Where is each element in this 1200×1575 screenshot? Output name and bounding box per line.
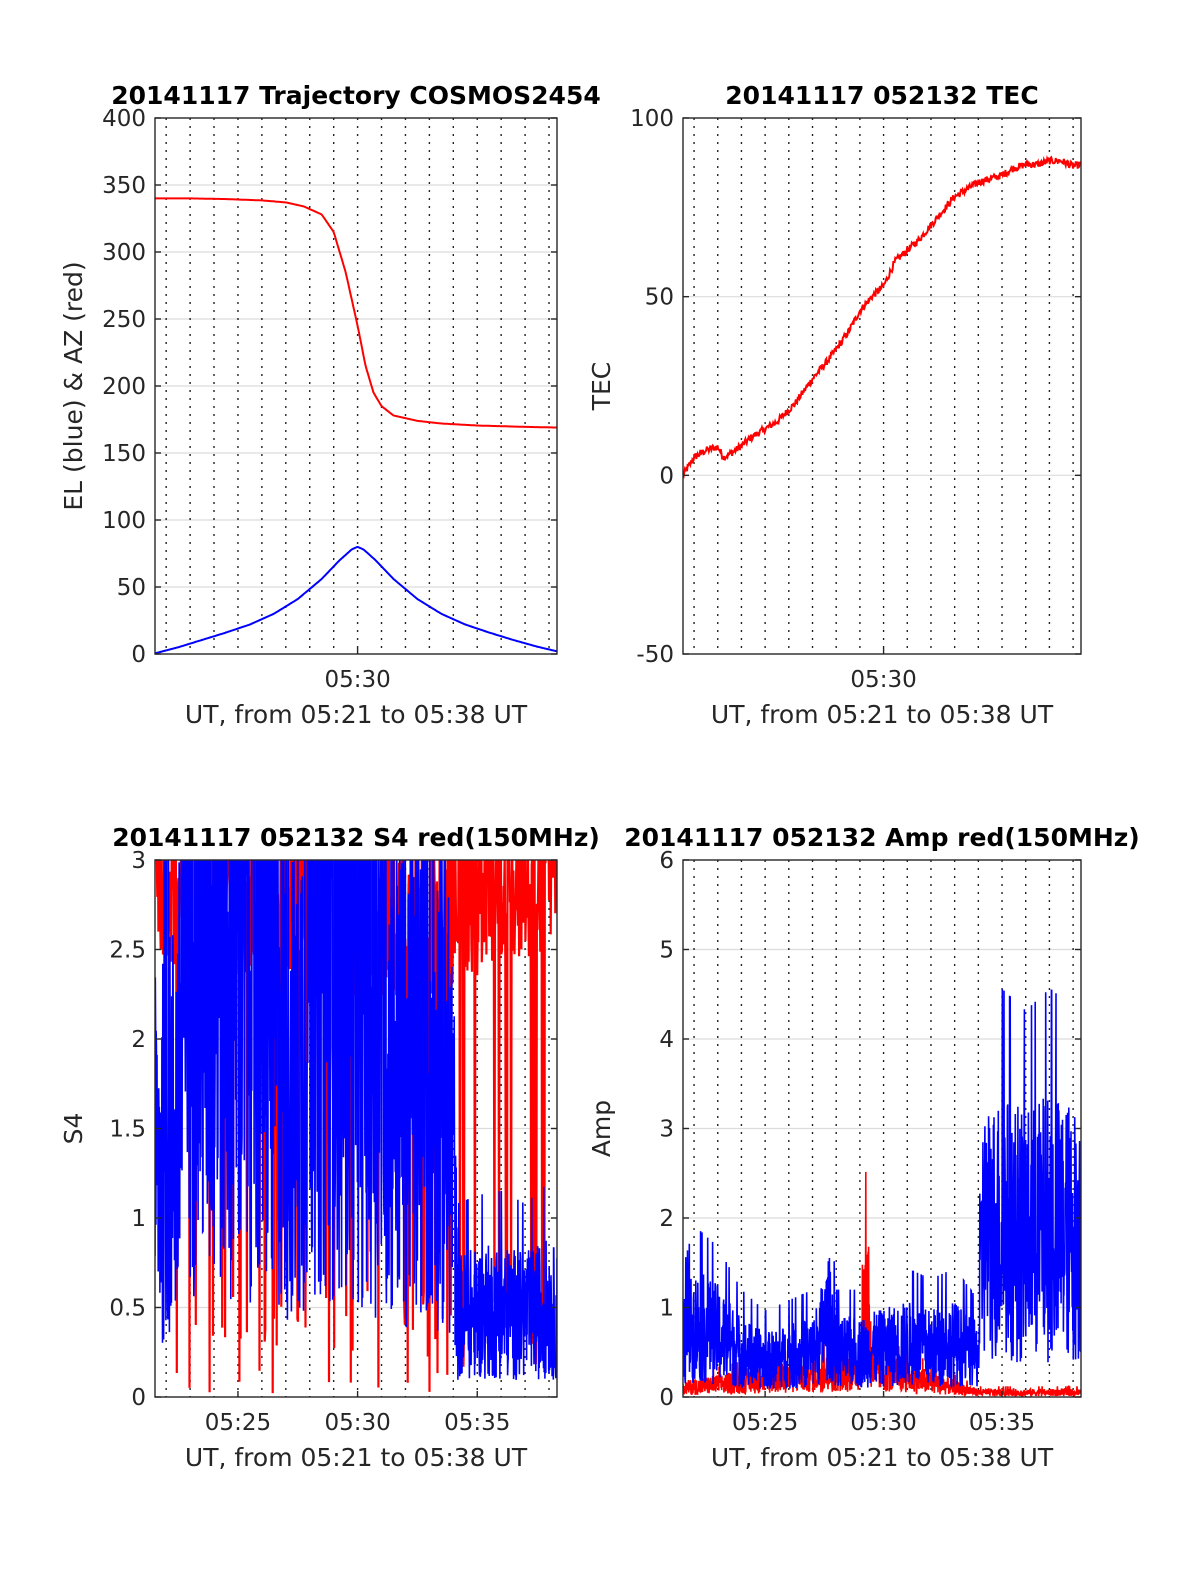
y-tick-label: 200 xyxy=(102,374,146,400)
series-line-1 xyxy=(155,197,557,429)
chart-1: 0 50 100 150 200 250 300 350 400 05:30 20141117 Tr… xyxy=(59,81,601,729)
y-tick-label: 5 xyxy=(659,938,674,964)
x-tick-label: 05:25 xyxy=(205,1410,271,1436)
x-tick-label: 05:30 xyxy=(324,1410,390,1436)
series-line-1 xyxy=(683,154,1081,480)
chart-4: 0 1 2 3 4 5 6 05:25 05:30 05:35 20141117 052132 Am… xyxy=(587,823,1140,1472)
y-tick-label: 1 xyxy=(659,1296,674,1322)
series-group xyxy=(683,154,1081,480)
y-tick-label: 2 xyxy=(131,1027,146,1053)
y-tick-label: 400 xyxy=(102,106,146,132)
y-axis-label: EL (blue) & AZ (red) xyxy=(59,261,88,510)
y-tick-label: 100 xyxy=(630,106,674,132)
y-tick-label: 0 xyxy=(659,463,674,489)
x-tick-label: 05:35 xyxy=(969,1410,1035,1436)
y-tick-label: 100 xyxy=(102,508,146,534)
y-tick-label: 6 xyxy=(659,848,674,874)
x-tick-label: 05:30 xyxy=(850,1410,916,1436)
y-tick-label: 3 xyxy=(131,848,146,874)
x-axis-label: UT, from 05:21 to 05:38 UT xyxy=(711,1443,1054,1472)
plot-area xyxy=(683,118,1081,654)
series-line-2 xyxy=(155,545,557,654)
y-tick-label: 2 xyxy=(659,1206,674,1232)
y-tick-label: 0.5 xyxy=(109,1296,146,1322)
series-group xyxy=(155,197,557,654)
y-tick-label: 50 xyxy=(645,285,674,311)
series-group xyxy=(155,860,557,1394)
chart-title: 20141117 052132 S4 red(150MHz) xyxy=(112,823,600,852)
y-tick-label: 350 xyxy=(102,173,146,199)
x-tick-label: 05:30 xyxy=(324,667,390,693)
x-axis-label: UT, from 05:21 to 05:38 UT xyxy=(185,700,528,729)
chart-title: 20141117 Trajectory COSMOS2454 xyxy=(111,81,601,110)
y-tick-label: 300 xyxy=(102,240,146,266)
chart-title: 20141117 052132 Amp red(150MHz) xyxy=(624,823,1140,852)
x-tick-label: 05:30 xyxy=(850,667,916,693)
y-tick-label: -50 xyxy=(636,642,674,668)
y-tick-label: 0 xyxy=(131,642,146,668)
y-axis-label: S4 xyxy=(59,1113,88,1145)
y-tick-label: 3 xyxy=(659,1117,674,1143)
y-tick-label: 250 xyxy=(102,307,146,333)
y-tick-label: 150 xyxy=(102,441,146,467)
x-tick-label: 05:35 xyxy=(444,1410,510,1436)
series-line-2 xyxy=(155,860,557,1380)
y-tick-label: 50 xyxy=(117,575,146,601)
y-tick-label: 4 xyxy=(659,1027,674,1053)
axes-box xyxy=(682,117,1082,655)
y-tick-label: 0 xyxy=(131,1385,146,1411)
y-tick-label: 1.5 xyxy=(109,1117,146,1143)
y-axis-label: Amp xyxy=(587,1100,616,1157)
x-axis-label: UT, from 05:21 to 05:38 UT xyxy=(185,1443,528,1472)
chart-2: -50 0 50 100 05:30 20141117 052132 TEC UT, fro… xyxy=(587,81,1082,729)
y-tick-label: 2.5 xyxy=(109,938,146,964)
chart-title: 20141117 052132 TEC xyxy=(725,81,1038,110)
y-tick-label: 0 xyxy=(659,1385,674,1411)
x-axis-label: UT, from 05:21 to 05:38 UT xyxy=(711,700,1054,729)
chart-3: 0 0.5 1 1.5 2 2.5 3 05:25 05:30 05:35 20141117 052… xyxy=(59,823,600,1472)
series-group xyxy=(683,989,1081,1397)
x-tick-label: 05:25 xyxy=(732,1410,798,1436)
series-line-2 xyxy=(683,989,1081,1389)
y-axis-label: TEC xyxy=(587,362,616,412)
y-tick-label: 1 xyxy=(131,1206,146,1232)
